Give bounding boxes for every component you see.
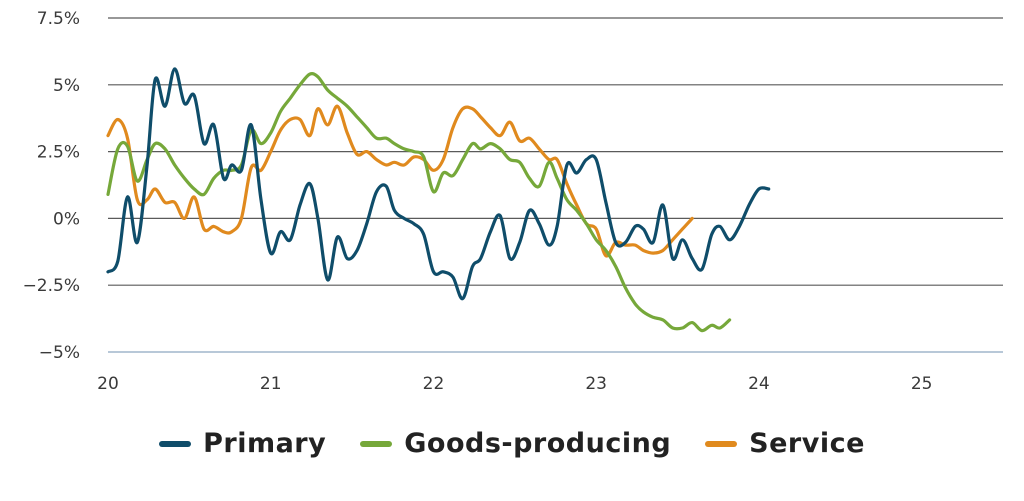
series-line-service [106,104,694,258]
legend-label-primary: Primary [203,428,327,459]
x-tick-label: 24 [748,374,770,394]
grid-lines [108,17,1003,353]
legend-item-primary: Primary [159,428,326,459]
y-tick-label: 0% [53,209,80,229]
x-axis-tick-labels: 20 21 22 23 24 25 [97,374,932,394]
y-tick-label: −5% [39,343,80,363]
x-tick-label: 21 [260,374,282,394]
y-tick-label: 7.5% [37,9,80,29]
legend-label-goods-producing: Goods-producing [404,428,672,459]
y-tick-label: −2.5% [23,276,80,296]
y-tick-label: 2.5% [37,143,80,163]
x-tick-label: 20 [97,374,119,394]
x-tick-label: 25 [911,374,933,394]
legend-swatch-service [705,440,738,447]
legend-label-service: Service [749,428,865,459]
series-line-goods-producing [106,71,732,333]
y-axis-tick-labels: 7.5% 5% 2.5% 0% −2.5% −5% [23,9,80,363]
x-tick-label: 22 [423,374,445,394]
x-tick-label: 23 [585,374,607,394]
legend-item-service: Service [705,428,865,459]
series-lines [106,67,771,333]
legend-swatch-goods-producing [360,440,393,447]
legend: Primary Goods-producing Service [0,428,1024,459]
legend-item-goods-producing: Goods-producing [360,428,671,459]
legend-swatch-primary [159,440,192,447]
y-tick-label: 5% [53,76,80,96]
line-chart: 7.5% 5% 2.5% 0% −2.5% −5% 20 21 22 23 24 25 [23,9,1003,394]
series-line-primary [106,67,771,301]
